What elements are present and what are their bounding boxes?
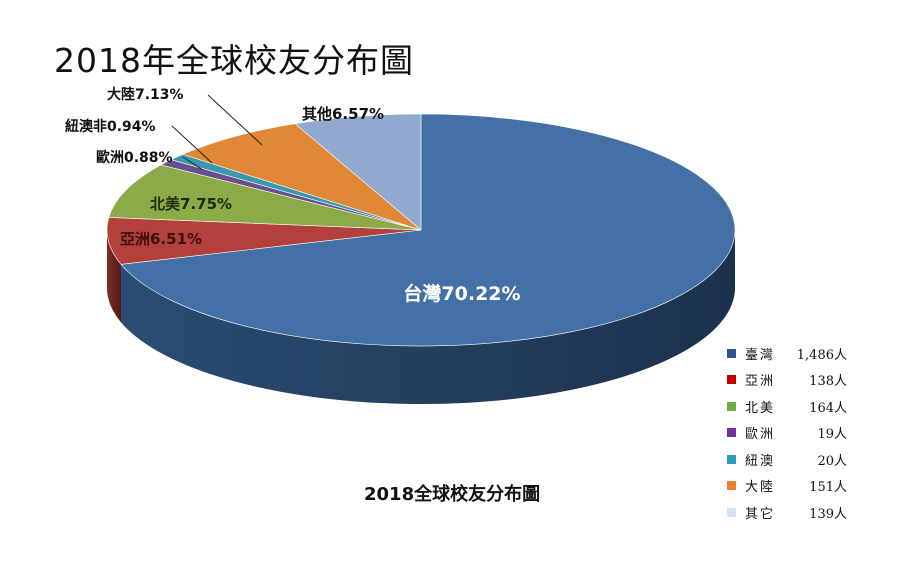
legend-row-0: 臺灣 1,486人: [727, 340, 847, 367]
chart-title: 2018年全球校友分布圖: [54, 41, 414, 80]
legend-name-1: 亞洲: [745, 374, 776, 390]
legend: 臺灣 1,486人亞洲 138人北美 164人歐洲 19人紐澳 20人大陸 151人其它 13…: [727, 340, 847, 526]
slice-label-4: 紐澳非0.94%: [65, 118, 156, 135]
slice-label-1: 亞洲6.51%: [120, 230, 202, 248]
pie-slice-5: [182, 123, 422, 231]
chart-subtitle: 2018全球校友分布圖: [364, 484, 541, 505]
pie-slice-6: [294, 113, 422, 231]
slice-label-0: 台灣70.22%: [403, 282, 520, 305]
legend-row-2: 北美 164人: [727, 393, 847, 420]
legend-swatch-5: [727, 481, 736, 491]
legend-swatch-0: [727, 348, 736, 358]
legend-swatch-3: [727, 428, 736, 438]
legend-swatch-4: [727, 454, 736, 464]
legend-count-4: 20人: [817, 453, 847, 469]
pie-slice-2: [108, 164, 422, 231]
pie-slice-0: [120, 113, 736, 347]
legend-name-3: 歐洲: [745, 427, 776, 443]
legend-row-5: 大陸 151人: [727, 473, 847, 500]
legend-row-3: 歐洲 19人: [727, 420, 847, 447]
legend-count-3: 19人: [817, 427, 847, 443]
legend-count-5: 151人: [809, 480, 847, 496]
pie-side-shade-0: [121, 230, 736, 404]
legend-row-6: 其它 139人: [727, 499, 847, 526]
legend-name-2: 北美: [745, 400, 776, 416]
legend-swatch-6: [727, 507, 736, 517]
pie-slice-1: [106, 217, 422, 265]
legend-count-1: 138人: [809, 374, 847, 390]
legend-name-0: 臺灣: [745, 347, 776, 363]
leader-line-3: [182, 156, 204, 171]
legend-name-5: 大陸: [745, 480, 776, 496]
slice-label-3: 歐洲0.88%: [96, 149, 173, 166]
legend-row-1: 亞洲 138人: [727, 367, 847, 394]
legend-count-2: 164人: [809, 400, 847, 416]
leader-line-4: [171, 125, 213, 164]
slice-label-5: 大陸7.13%: [107, 86, 184, 103]
legend-swatch-1: [727, 375, 736, 385]
pie-side-shade-1: [107, 230, 122, 323]
slice-label-2: 北美7.75%: [150, 195, 232, 213]
leader-line-5: [207, 94, 263, 146]
legend-name-6: 其它: [745, 506, 776, 522]
legend-swatch-2: [727, 401, 736, 411]
legend-name-4: 紐澳: [745, 453, 776, 469]
legend-count-0: 1,486人: [796, 347, 847, 363]
slice-label-6: 其他6.57%: [302, 105, 384, 123]
legend-count-6: 139人: [809, 506, 847, 522]
legend-row-4: 紐澳 20人: [727, 446, 847, 473]
